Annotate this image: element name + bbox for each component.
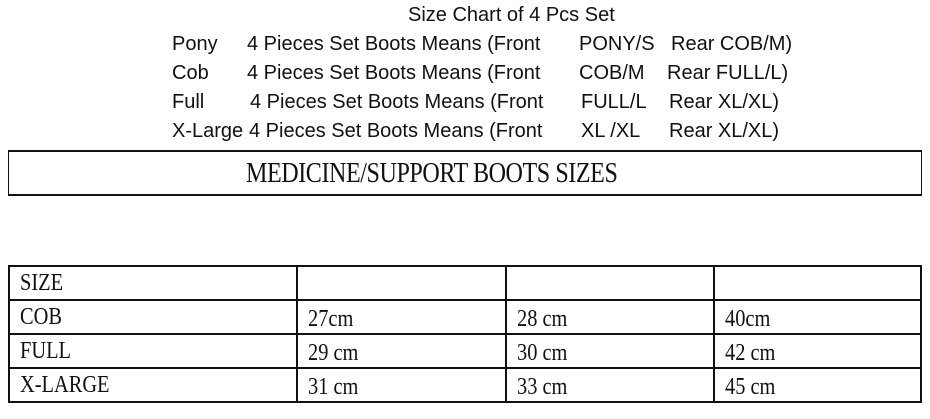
front-size: PONY/S xyxy=(579,33,655,55)
table-cell: 45 cm xyxy=(713,367,922,403)
size-name: Cob xyxy=(172,62,209,84)
front-size: COB/M xyxy=(579,62,645,84)
section-banner: MEDICINE/SUPPORT BOOTS SIZES xyxy=(8,150,922,196)
table-cell xyxy=(296,265,507,301)
table-cell: 28 cm xyxy=(505,299,715,335)
table-row: FULL 29 cm 30 cm 42 cm xyxy=(8,333,922,369)
table-cell: 30 cm xyxy=(505,333,715,369)
table-cell: SIZE xyxy=(8,265,298,301)
table-cell: 31 cm xyxy=(296,367,507,403)
table-cell: 33 cm xyxy=(505,367,715,403)
rear-size: Rear COB/M) xyxy=(671,33,793,55)
table-cell: 29 cm xyxy=(296,333,507,369)
table-cell: X-LARGE xyxy=(8,367,298,403)
size-name: Full xyxy=(172,91,205,113)
size-text: 4 Pieces Set Boots Means (Front xyxy=(247,62,541,84)
table-row: X-LARGE 31 cm 33 cm 45 cm xyxy=(8,367,922,403)
boot-size-table: SIZE COB 27cm 28 cm 40cm FULL 29 cm 30 c… xyxy=(8,265,922,403)
size-text: 4 Pieces Set Boots Means (Front xyxy=(247,33,541,55)
banner-title: MEDICINE/SUPPORT BOOTS SIZES xyxy=(246,158,618,189)
rear-size: Rear FULL/L) xyxy=(667,62,789,84)
table-row: COB 27cm 28 cm 40cm xyxy=(8,299,922,335)
front-size: XL /XL xyxy=(581,120,641,142)
front-size: FULL/L xyxy=(581,91,647,113)
size-name: Pony xyxy=(172,33,218,55)
chart-title: Size Chart of 4 Pcs Set xyxy=(408,4,615,26)
size-name: X-Large xyxy=(172,120,244,142)
table-cell xyxy=(713,265,922,301)
rear-size: Rear XL/XL) xyxy=(669,91,780,113)
table-cell xyxy=(505,265,715,301)
table-cell: FULL xyxy=(8,333,298,369)
table-cell: COB xyxy=(8,299,298,335)
table-cell: 27cm xyxy=(296,299,507,335)
size-text: 4 Pieces Set Boots Means (Front xyxy=(250,91,544,113)
table-cell: 40cm xyxy=(713,299,922,335)
table-cell: 42 cm xyxy=(713,333,922,369)
size-text: 4 Pieces Set Boots Means (Front xyxy=(249,120,543,142)
table-header-row: SIZE xyxy=(8,265,922,301)
rear-size: Rear XL/XL) xyxy=(669,120,780,142)
